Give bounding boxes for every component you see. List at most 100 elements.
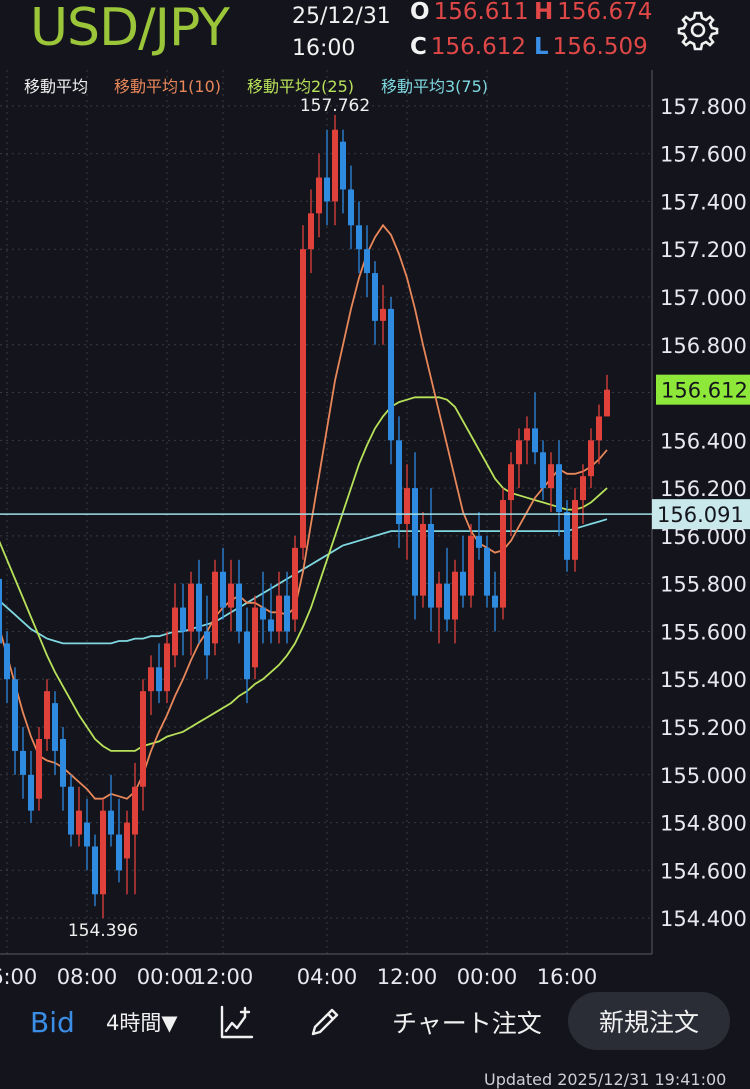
candle-up xyxy=(100,810,106,895)
candle-down xyxy=(92,846,98,895)
x-tick-label: 12:00 xyxy=(377,965,438,989)
price-chart[interactable]: 157.800 157.600 157.400 157.200 157.000 156.8… xyxy=(0,70,750,990)
candle-up xyxy=(572,500,578,560)
x-tick-label: 12:00 xyxy=(193,965,254,989)
new-order-button[interactable]: 新規注文 xyxy=(568,992,730,1050)
candle-down xyxy=(116,834,122,871)
candle-up xyxy=(604,389,610,417)
open-label: O xyxy=(410,0,430,25)
y-tick-label: 155.400 xyxy=(660,668,747,692)
candle-down xyxy=(68,786,74,835)
candle-down xyxy=(180,607,186,632)
candle-down xyxy=(364,249,370,274)
candle-down xyxy=(556,464,562,512)
candle-down xyxy=(484,547,490,596)
candle-up xyxy=(148,667,154,692)
currency-pair[interactable]: USD/JPY xyxy=(30,0,230,58)
candle-up xyxy=(124,822,130,859)
candle-up xyxy=(308,213,314,250)
candle-up xyxy=(76,810,82,835)
gear-icon[interactable] xyxy=(676,8,720,52)
candle-down xyxy=(12,679,18,751)
x-tick-label: 00:00 xyxy=(137,965,198,989)
candle-up xyxy=(44,691,50,739)
header: USD/JPY 25/12/31 16:00 O 156.611 H 156.6… xyxy=(0,0,750,70)
candle-down xyxy=(412,488,418,596)
chart-area[interactable]: 157.800 157.600 157.400 157.200 157.000 156.8… xyxy=(0,70,750,990)
candle-up xyxy=(164,643,170,692)
low-readout: L 156.509 xyxy=(534,34,648,60)
x-tick-label: 00:00 xyxy=(457,965,518,989)
bar-date: 25/12/31 xyxy=(292,4,391,29)
candle-up xyxy=(468,535,474,596)
low-value: 156.509 xyxy=(552,34,648,60)
candle-up xyxy=(140,691,146,787)
y-tick-label: 155.600 xyxy=(660,620,747,644)
indicator-icon[interactable] xyxy=(218,990,256,1054)
y-tick-label: 155.000 xyxy=(660,764,747,788)
bottom-toolbar: Bid 4時間▼ チャート注文 新規注文 xyxy=(0,990,750,1054)
candle-up xyxy=(188,583,194,632)
candle-up xyxy=(300,249,306,548)
open-value: 156.611 xyxy=(433,0,529,25)
candle-down xyxy=(260,607,266,620)
chart-order-button[interactable]: チャート注文 xyxy=(392,1009,542,1038)
candle-down xyxy=(356,225,362,250)
candle-down xyxy=(0,578,2,644)
candle-down xyxy=(532,428,538,453)
y-tick-label: 157.800 xyxy=(660,95,747,119)
candle-down xyxy=(444,583,450,620)
candle-down xyxy=(324,177,330,202)
candle-down xyxy=(564,512,570,560)
bid-toggle[interactable]: Bid xyxy=(30,1005,75,1039)
overlays: 156.091 156.612 157.762 154.396 xyxy=(0,96,750,941)
candle-down xyxy=(84,822,90,847)
candle-up xyxy=(276,595,282,632)
x-tick-label: 08:00 xyxy=(57,965,118,989)
candle-up xyxy=(212,571,218,644)
candle-down xyxy=(388,308,394,441)
candle-down xyxy=(268,619,274,632)
candle-down xyxy=(60,738,66,787)
candle-up xyxy=(228,583,234,608)
pencil-icon[interactable] xyxy=(306,990,344,1054)
horizontal-price-label: 156.091 xyxy=(657,503,744,527)
legend-ma1: 移動平均1(10) xyxy=(114,77,221,96)
y-tick-label: 154.800 xyxy=(660,812,747,836)
y-tick-label: 156.200 xyxy=(660,477,747,501)
candle-up xyxy=(500,500,506,608)
y-tick-label: 156.400 xyxy=(660,429,747,453)
legend[interactable]: 移動平均 移動平均1(10) 移動平均2(25) 移動平均3(75) xyxy=(24,77,488,96)
candle-down xyxy=(284,595,290,632)
candle-up xyxy=(252,607,258,668)
horizontal-price-tag xyxy=(652,499,750,530)
candle-down xyxy=(220,571,226,608)
candle-down xyxy=(372,273,378,321)
open-readout: O 156.611 xyxy=(410,0,529,25)
x-tick-label: 04:00 xyxy=(297,965,358,989)
legend-title: 移動平均 xyxy=(24,77,88,96)
candle-down xyxy=(236,583,242,632)
min-price-label: 154.396 xyxy=(68,921,138,941)
y-tick-label: 155.800 xyxy=(660,573,747,597)
axis: 157.800 157.600 157.400 157.200 157.000 156.8… xyxy=(0,70,747,989)
candle-up xyxy=(452,571,458,620)
close-readout: C 156.612 xyxy=(410,34,526,60)
high-readout: H 156.674 xyxy=(534,0,652,25)
candle-down xyxy=(196,583,202,632)
candle-down xyxy=(396,440,402,524)
timeframe-select[interactable]: 4時間▼ xyxy=(106,1011,178,1035)
candle-down xyxy=(340,141,346,190)
candles xyxy=(0,114,610,919)
candle-down xyxy=(156,667,162,692)
candle-down xyxy=(540,452,546,489)
candle-down xyxy=(28,774,34,811)
y-tick-label: 156.800 xyxy=(660,334,747,358)
candle-up xyxy=(508,464,514,501)
candle-down xyxy=(4,643,10,680)
candle-up xyxy=(580,476,586,501)
candle-down xyxy=(204,631,210,656)
candle-up xyxy=(292,547,298,620)
low-label: L xyxy=(534,34,549,60)
y-tick-label: 157.200 xyxy=(660,238,747,262)
